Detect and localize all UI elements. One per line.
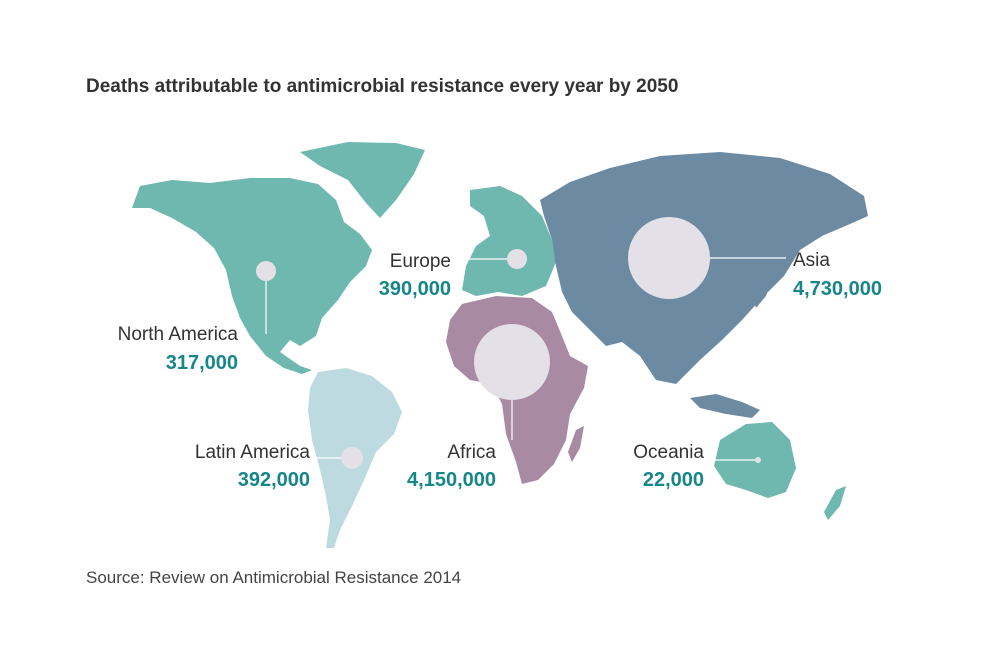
europe-value: 390,000 — [379, 278, 451, 300]
madagascar-shape — [568, 426, 584, 462]
asia-value: 4,730,000 — [793, 278, 882, 300]
north-america-name: North America — [118, 324, 239, 345]
page-title: Deaths attributable to antimicrobial res… — [86, 76, 679, 97]
latin-america-value: 392,000 — [238, 469, 310, 491]
oceania-name: Oceania — [633, 442, 704, 463]
europe-bubble — [507, 249, 527, 269]
africa-value: 4,150,000 — [407, 469, 496, 491]
europe-name: Europe — [390, 251, 451, 272]
latin-america-name: Latin America — [195, 442, 311, 463]
asia-bubble — [628, 217, 710, 299]
latin-america-bubble — [341, 447, 363, 469]
japan-shape — [752, 258, 774, 308]
north-america-shape — [132, 178, 372, 374]
greenland-shape — [300, 142, 425, 218]
new-zealand-shape — [824, 486, 846, 520]
europe-shape — [462, 186, 556, 296]
africa-name: Africa — [447, 442, 496, 463]
southeast-asia-islands-shape — [690, 394, 760, 418]
asia-name: Asia — [793, 250, 830, 271]
africa-bubble — [474, 324, 550, 400]
oceania-value: 22,000 — [643, 469, 704, 491]
source-note: Source: Review on Antimicrobial Resistan… — [86, 568, 462, 587]
oceania-bubble — [755, 457, 761, 463]
north-america-value: 317,000 — [166, 352, 238, 374]
north-america-bubble — [256, 261, 276, 281]
